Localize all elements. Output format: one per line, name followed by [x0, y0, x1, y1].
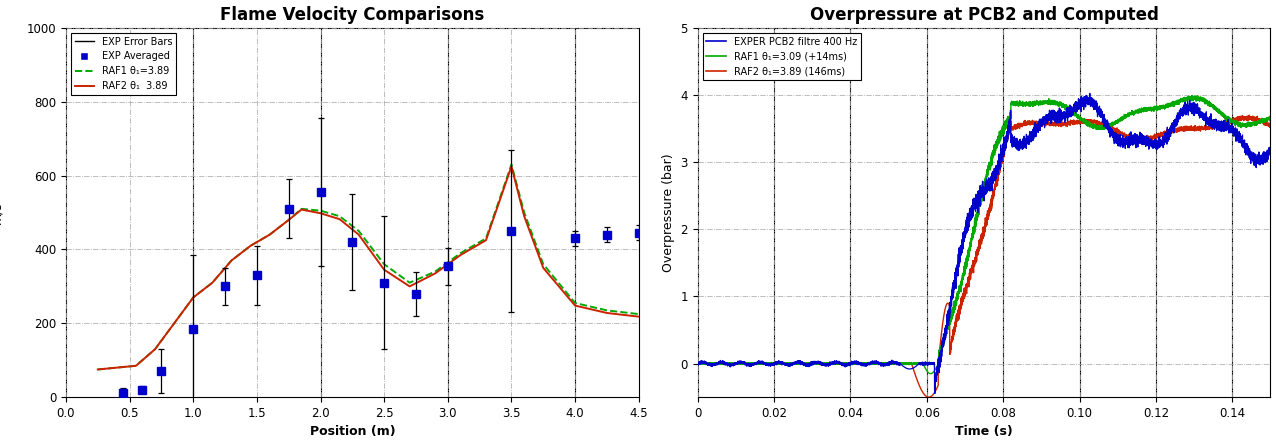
Title: Flame Velocity Comparisons: Flame Velocity Comparisons	[221, 6, 485, 24]
X-axis label: Position (m): Position (m)	[310, 425, 396, 438]
Text: m/s: m/s	[0, 201, 4, 224]
X-axis label: Time (s): Time (s)	[956, 425, 1013, 438]
Legend: EXP Error Bars, EXP Averaged, RAF1 θ₁=3.89, RAF2 θ₁  3.89: EXP Error Bars, EXP Averaged, RAF1 θ₁=3.…	[71, 33, 176, 95]
Y-axis label: Overpressure (bar): Overpressure (bar)	[662, 153, 675, 272]
Legend: EXPER PCB2 filtre 400 Hz, RAF1 θ₁=3.09 (+14ms), RAF2 θ₁=3.89 (146ms): EXPER PCB2 filtre 400 Hz, RAF1 θ₁=3.09 (…	[703, 33, 861, 80]
Title: Overpressure at PCB2 and Computed: Overpressure at PCB2 and Computed	[810, 6, 1159, 24]
